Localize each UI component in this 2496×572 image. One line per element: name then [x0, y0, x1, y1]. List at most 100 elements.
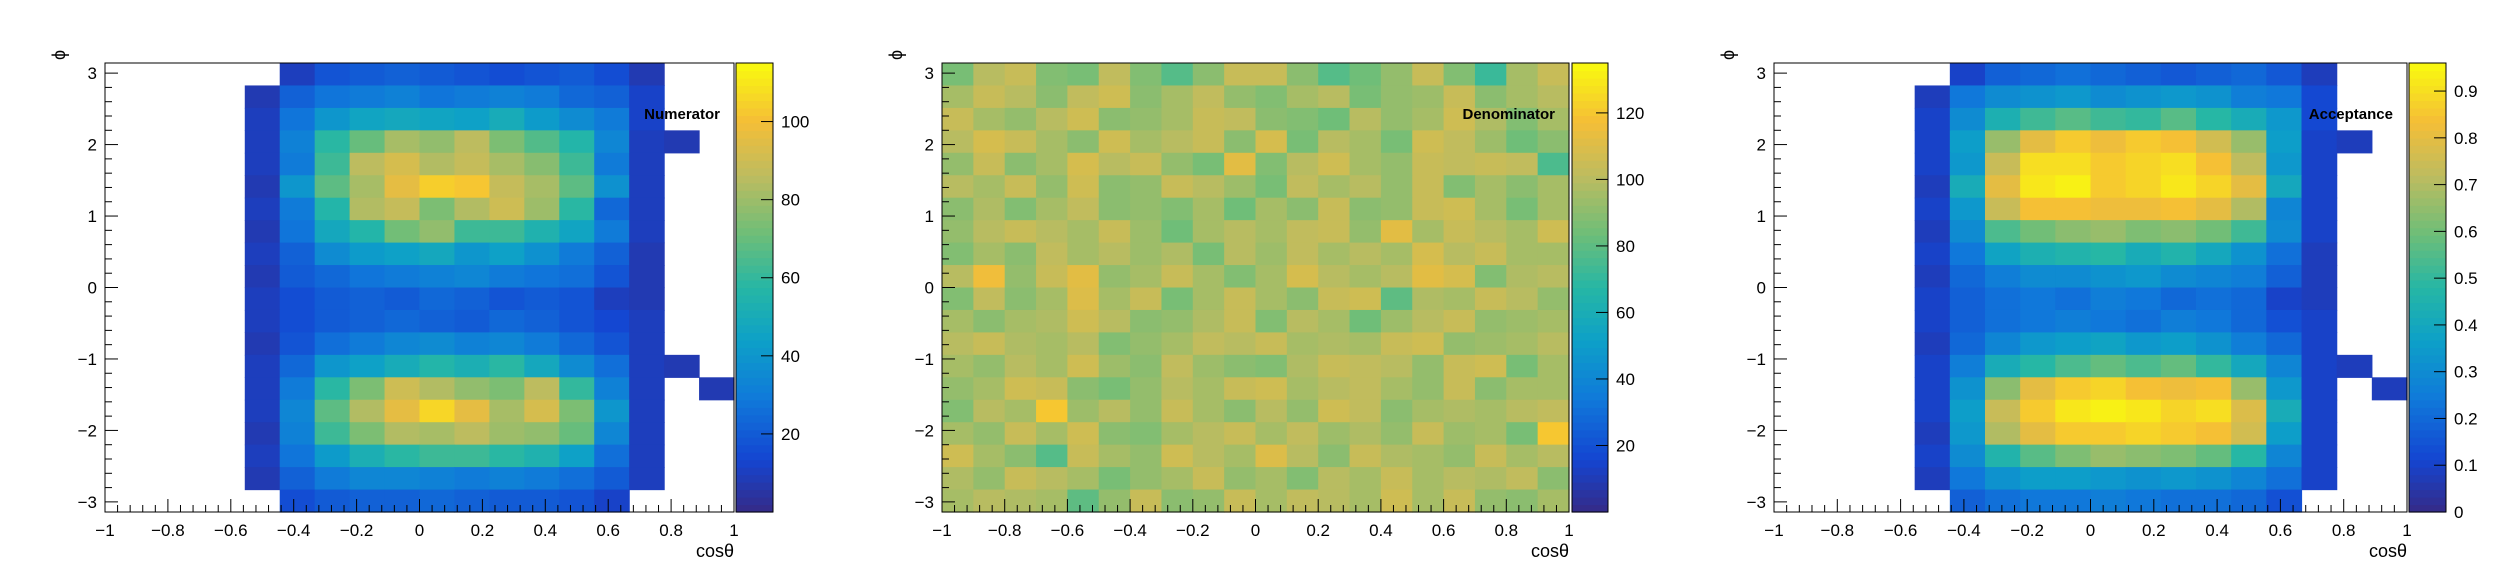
x-tick-label: 1 — [729, 521, 738, 540]
palette-step — [1572, 309, 1608, 319]
heatmap-cell — [559, 489, 595, 513]
heatmap-cell — [1349, 107, 1382, 131]
heatmap-cell — [2020, 220, 2056, 244]
heatmap-cell — [1349, 220, 1382, 244]
palette-step — [736, 294, 773, 304]
heatmap-cell — [1067, 332, 1100, 356]
heatmap-cell — [1412, 467, 1445, 491]
heatmap-cell — [559, 332, 595, 356]
heatmap-cell — [1036, 422, 1068, 446]
heatmap-cell — [2231, 220, 2267, 244]
heatmap-cell — [559, 175, 595, 199]
heatmap-cell — [1224, 107, 1257, 131]
x-tick-label: 0.2 — [2142, 521, 2166, 540]
heatmap-cell — [629, 63, 665, 87]
palette-step — [2409, 122, 2446, 131]
heatmap-cell — [1349, 265, 1382, 289]
heatmap-cell — [1130, 265, 1163, 289]
histogram-title: Acceptance — [2309, 106, 2393, 123]
heatmap-cell — [1506, 287, 1539, 311]
heatmap-cell — [2231, 107, 2267, 131]
heatmap-cell — [2125, 63, 2162, 87]
palette-step — [736, 63, 773, 72]
heatmap-cell — [1537, 85, 1570, 109]
palette-step — [1572, 227, 1608, 236]
heatmap-cell — [1537, 467, 1570, 491]
heatmap-cell — [2231, 197, 2267, 221]
heatmap-cell — [1537, 220, 1570, 244]
heatmap-cell — [489, 399, 525, 423]
heatmap-cell — [1036, 354, 1068, 378]
heatmap-cell — [1004, 422, 1037, 446]
z-tick-label: 0.5 — [2454, 269, 2478, 288]
heatmap-cell — [1067, 444, 1100, 468]
heatmap-cell — [1192, 175, 1225, 199]
heatmap-cell — [349, 63, 386, 87]
heatmap-cells — [942, 63, 1570, 513]
heatmap-cell — [559, 444, 595, 468]
heatmap-cell — [559, 399, 595, 423]
heatmap-cell — [1914, 444, 1951, 468]
heatmap-cell — [1443, 220, 1476, 244]
heatmap-cell — [2266, 377, 2303, 401]
heatmap-cell — [2196, 399, 2232, 423]
heatmap-cell — [1537, 287, 1570, 311]
heatmap-cell — [1506, 309, 1539, 333]
heatmap-cell — [2266, 265, 2303, 289]
heatmap-cell — [1380, 63, 1413, 87]
palette-step — [2409, 250, 2446, 259]
heatmap-cell — [1949, 63, 1986, 87]
heatmap-cell — [2231, 287, 2267, 311]
heatmap-cell — [942, 85, 974, 109]
heatmap-cell — [1286, 467, 1319, 491]
palette-step — [2409, 459, 2446, 468]
heatmap-cell — [629, 422, 665, 446]
z-tick-label: 20 — [781, 425, 800, 444]
heatmap-cell — [1161, 220, 1194, 244]
heatmap-cell — [2055, 467, 2092, 491]
heatmap-cell — [594, 242, 630, 266]
palette-step — [1572, 70, 1608, 79]
z-tick-label: 0.6 — [2454, 222, 2478, 241]
heatmap-cell — [1004, 399, 1037, 423]
heatmap-cell — [1537, 489, 1570, 513]
heatmap-cell — [1506, 175, 1539, 199]
heatmap-cell — [1004, 332, 1037, 356]
heatmap-cell — [1949, 175, 1986, 199]
heatmap-cell — [454, 287, 490, 311]
heatmap-cell — [489, 354, 525, 378]
heatmap-cell — [1985, 197, 2021, 221]
heatmap-cell — [524, 467, 560, 491]
heatmap-cell — [2301, 354, 2338, 378]
heatmap-cell — [2090, 354, 2127, 378]
palette-step — [736, 369, 773, 378]
heatmap-cell — [454, 220, 490, 244]
heatmap-cell — [2160, 444, 2197, 468]
heatmap-cell — [384, 130, 421, 154]
heatmap-cell — [973, 152, 1006, 176]
heatmap-cell — [454, 242, 490, 266]
heatmap-cell — [1098, 242, 1131, 266]
heatmap-cell — [489, 242, 525, 266]
heatmap-cell — [1192, 152, 1225, 176]
palette-step — [1572, 294, 1608, 304]
z-tick-label: 80 — [1616, 237, 1635, 256]
heatmap-cell — [1318, 152, 1351, 176]
heatmap-cell — [1412, 444, 1445, 468]
palette-step — [736, 227, 773, 236]
heatmap-cell — [2196, 444, 2232, 468]
heatmap-cell — [2160, 85, 2197, 109]
color-palette: 100 80 60 40 20 — [735, 62, 809, 513]
palette-frame — [1571, 62, 1609, 513]
heatmap-cell — [2160, 152, 2197, 176]
heatmap-cell — [1506, 63, 1539, 87]
palette-step — [2409, 265, 2446, 274]
heatmap-cell — [2160, 399, 2197, 423]
palette-step — [736, 317, 773, 326]
heatmap-cell — [1192, 332, 1225, 356]
heatmap-cell — [559, 107, 595, 131]
heatmap-cell — [1130, 377, 1163, 401]
heatmap-cell — [244, 197, 281, 221]
heatmap-cell — [349, 332, 386, 356]
palette-step — [1572, 63, 1608, 72]
